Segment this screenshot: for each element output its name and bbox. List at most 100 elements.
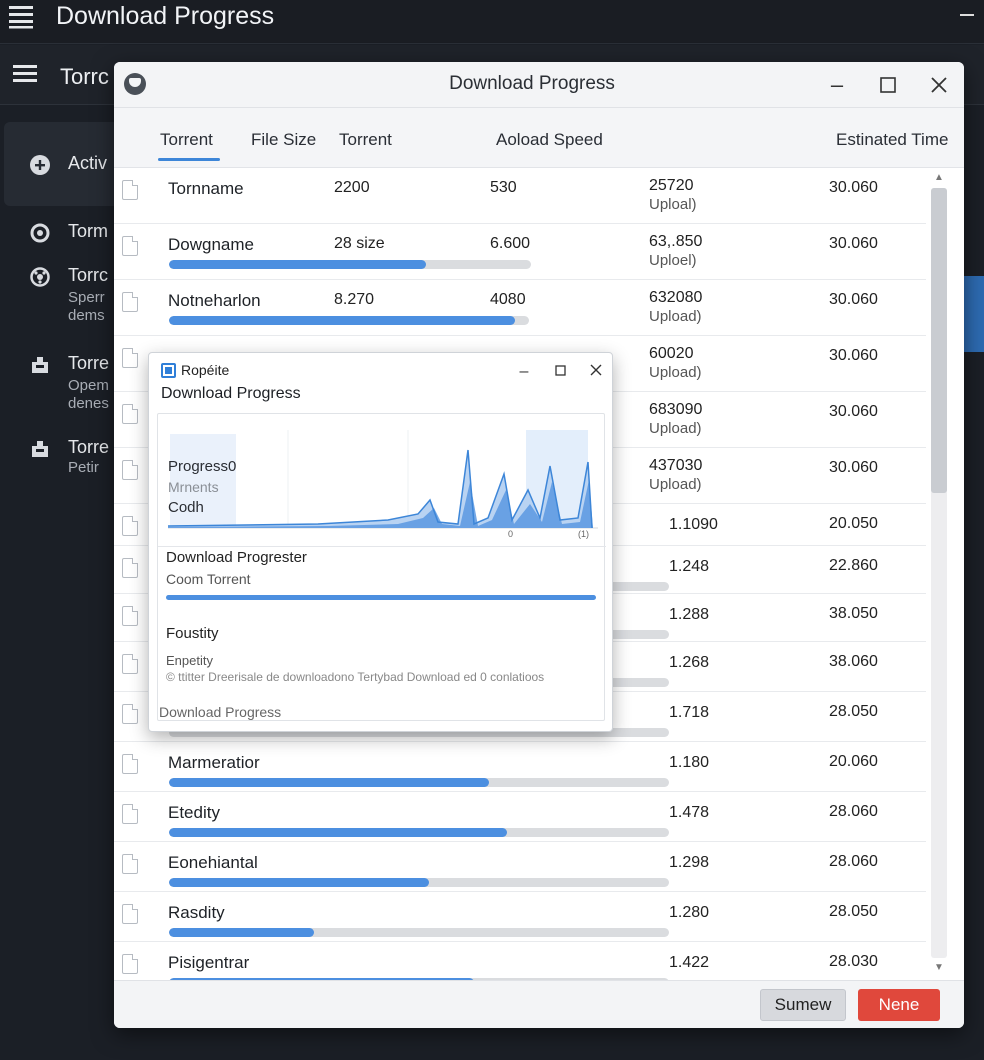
scroll-thumb[interactable]: [931, 188, 947, 493]
tab-upload-speed[interactable]: Aoload Speed: [496, 130, 603, 149]
progress-bar: [169, 828, 669, 837]
estimated-time: 38.060: [829, 653, 878, 670]
upload-speed: 1.422: [669, 953, 709, 972]
section-divider: [158, 546, 606, 547]
scroll-up-arrow[interactable]: ▲: [934, 172, 944, 183]
progress-fill: [169, 828, 507, 837]
tab-file-size[interactable]: File Size: [251, 130, 317, 149]
chart-area-front: [168, 480, 593, 528]
popup-close-button[interactable]: [585, 361, 607, 383]
app-minimize-button[interactable]: [960, 14, 974, 16]
upload-value: 530: [490, 179, 517, 196]
table-row[interactable]: Tornname 2200 530 25720 Uploal) 30.060: [114, 168, 926, 224]
close-icon: [590, 364, 602, 376]
table-row[interactable]: Pisigentrar 1.422 28.030: [114, 942, 926, 980]
section-subtitle: Enpetity: [166, 653, 213, 668]
popup-note: © ttitter Dreerisale de downloadono Tert…: [166, 670, 545, 684]
background-selection-strip: [962, 276, 984, 352]
progress-bar: [169, 728, 669, 737]
close-icon: [931, 77, 947, 93]
chart-line: [168, 449, 593, 529]
torrent-name: Marmeratior: [168, 753, 260, 772]
upload-speed-value: 1.280: [669, 904, 710, 921]
upload-speed-sub: Upload): [649, 364, 702, 381]
upload-speed-value: 60020: [649, 345, 694, 362]
tab-torrent-2[interactable]: Torrent: [339, 130, 392, 149]
estimated-time: 28.060: [829, 803, 878, 820]
sumew-button[interactable]: Sumew: [760, 989, 846, 1021]
upload-speed-value: 1.1090: [669, 516, 718, 533]
file-icon: [122, 516, 138, 536]
table-row[interactable]: Etedity 1.478 28.060: [114, 792, 926, 842]
upload-speed: 63,.850 Uploel): [649, 232, 702, 270]
file-size: 2200: [334, 179, 370, 196]
file-icon: [122, 804, 138, 824]
window-title: Download Progress: [449, 73, 615, 94]
tab-estimated-time[interactable]: Estinated Time: [836, 130, 949, 149]
window-footer: Sumew Nene: [114, 980, 964, 1028]
file-icon: [122, 704, 138, 724]
popup-title: Download Progress: [161, 385, 301, 402]
list-menu-icon[interactable]: [12, 63, 38, 87]
upload-speed: 437030 Upload): [649, 456, 702, 494]
file-icon: [122, 854, 138, 874]
minimize-button[interactable]: –: [830, 72, 844, 97]
torrent-name: Etedity: [168, 803, 220, 822]
vertical-scrollbar[interactable]: ▲ ▼: [926, 168, 952, 980]
file-icon: [122, 558, 138, 578]
upload-value: 4080: [490, 291, 526, 308]
progress-bar: [169, 316, 529, 325]
file-size: 28 size: [334, 235, 385, 252]
upload-speed: 1.1090: [669, 515, 718, 534]
app-title: Download Progress: [56, 2, 275, 30]
progress-bar: [169, 878, 669, 887]
upload-speed: 1.180: [669, 753, 709, 772]
nene-button[interactable]: Nene: [858, 989, 940, 1021]
upload-speed: 1.280: [669, 903, 709, 922]
section-subtitle: Coom Torrent: [166, 571, 251, 587]
upload-speed: 25720 Uploal): [649, 176, 697, 214]
file-icon: [122, 404, 138, 424]
upload-speed-sub: Uploel): [649, 252, 697, 269]
file-icon: [122, 292, 138, 312]
upload-speed: 1.718: [669, 703, 709, 722]
file-icon: [122, 654, 138, 674]
popup-maximize-button[interactable]: [549, 361, 571, 383]
download-progress-popup: Ropéite – Download Progress Progress0 Mr…: [148, 352, 613, 732]
file-icon: [122, 348, 138, 368]
chart-tick-label: (1): [578, 529, 589, 539]
maximize-icon: [880, 77, 896, 93]
upload-speed: 60020 Upload): [649, 344, 702, 382]
chart-highlight-region: [170, 434, 236, 528]
upload-speed-sub: Uploal): [649, 196, 697, 213]
table-row[interactable]: Rasdity 1.280 28.050: [114, 892, 926, 942]
popup-minimize-button[interactable]: –: [519, 363, 529, 380]
section-title: Foustity: [166, 625, 219, 642]
upload-speed-sub: Upload): [649, 476, 702, 493]
estimated-time: 28.030: [829, 953, 878, 970]
table-row[interactable]: 1.718 28.050: [114, 692, 926, 742]
upload-speed-value: 1.298: [669, 854, 710, 871]
estimated-time: 30.060: [829, 179, 878, 196]
box-icon: [32, 441, 48, 457]
progress-fill: [169, 778, 489, 787]
sidebar-item-label: Torrc: [68, 265, 108, 285]
file-icon: [122, 606, 138, 626]
close-button[interactable]: [924, 70, 954, 100]
estimated-time: 28.050: [829, 903, 878, 920]
popup-content-panel: Progress0 Mrnents Codh 0 (1) Download Pr…: [157, 413, 606, 721]
progress-fill: [169, 260, 427, 269]
tab-torrent[interactable]: Torrent: [160, 130, 213, 149]
scroll-down-arrow[interactable]: ▼: [934, 962, 944, 973]
sidebar-item-label: Activ: [68, 153, 108, 173]
table-row[interactable]: Marmeratior 1.180 20.060: [114, 742, 926, 792]
table-row[interactable]: Eonehiantal 1.298 28.060: [114, 842, 926, 892]
table-row[interactable]: Dowgname 28 size 6.600 63,.850 Uploel) 30.060: [114, 224, 926, 280]
upload-speed: 1.478: [669, 803, 709, 822]
table-row[interactable]: Notneharlon 8.270 4080 632080 Upload) 30.060: [114, 280, 926, 336]
estimated-time: 30.060: [829, 235, 878, 252]
sidebar: [0, 106, 120, 1060]
maximize-button[interactable]: [873, 70, 903, 100]
hamburger-menu-icon[interactable]: [8, 4, 34, 30]
maximize-icon: [554, 365, 566, 376]
